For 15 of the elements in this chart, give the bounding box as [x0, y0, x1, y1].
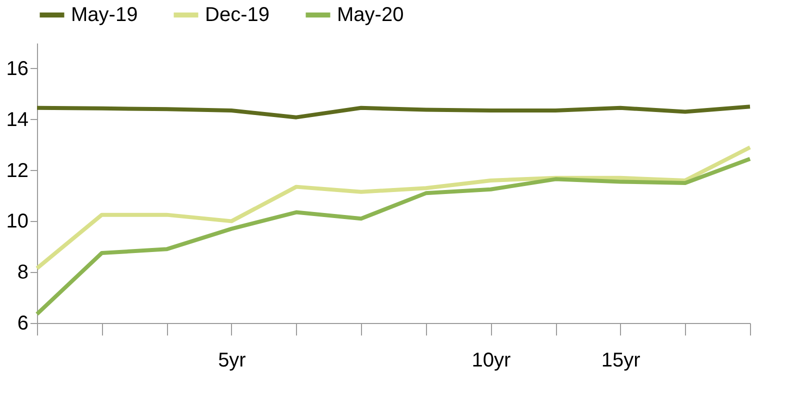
legend-label: May-20: [337, 4, 404, 26]
y-tick-label: 16: [6, 58, 28, 80]
x-tick-label: 10yr: [472, 350, 512, 372]
y-tick-label: 10: [6, 210, 28, 233]
y-tick-label: 14: [6, 108, 28, 131]
legend-label: May-19: [71, 4, 138, 26]
y-tick-label: 6: [17, 312, 28, 334]
line-series: [35, 145, 752, 270]
x-tick-label: 5yr: [218, 350, 246, 372]
line-series: [35, 104, 752, 120]
line-series: [35, 156, 752, 316]
y-tick-label: 8: [17, 262, 28, 284]
x-tick-label: 15yr: [601, 350, 641, 372]
y-tick-label: 12: [6, 160, 28, 182]
legend-label: Dec-19: [205, 4, 270, 26]
